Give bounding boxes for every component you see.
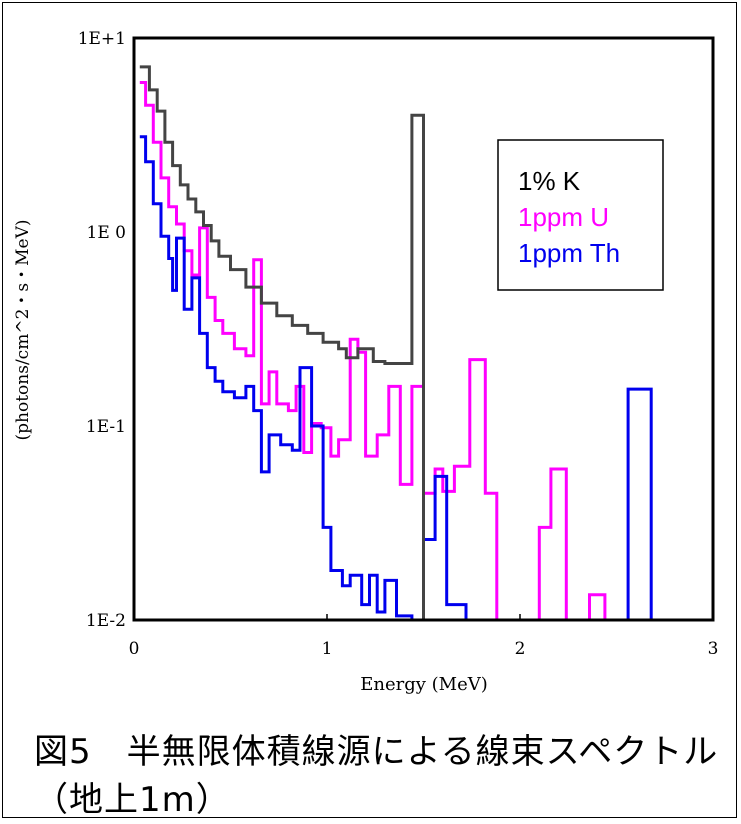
x-tick-label: 0: [129, 639, 140, 659]
x-tick-label: 1: [322, 639, 333, 659]
y-tick-label: 1E+1: [78, 29, 126, 49]
legend-item-u: 1ppm U: [518, 202, 609, 232]
series-line-th: [139, 135, 653, 622]
ticks-layer: 1E-2 1E-1 1E 0 1E+1 0 1 2 3: [78, 29, 719, 659]
legend-box: [497, 139, 664, 291]
x-tick-label: 2: [515, 639, 526, 659]
caption-line-2: （地上1m）: [34, 780, 231, 820]
legend: 1% K 1ppm U 1ppm Th: [497, 139, 664, 291]
x-axis-label: Energy (MeV): [360, 674, 488, 695]
series-line-k: [139, 65, 425, 620]
legend-item-th: 1ppm Th: [518, 238, 620, 268]
caption-line-1: 図5 半無限体積線源による線束スペクトル: [34, 732, 719, 772]
y-axis-label: (photons/cm^2・s・MeV): [13, 220, 33, 441]
legend-item-k: 1% K: [518, 166, 581, 196]
y-tick-label: 1E-1: [86, 417, 126, 437]
spectrum-chart: (photons/cm^2・s・MeV) Energy (MeV) 1E-21E…: [13, 29, 719, 695]
series-layer: [139, 65, 653, 622]
figure-caption: 図5 半無限体積線源による線束スペクトル （地上1m）: [34, 728, 718, 824]
y-tick-label: 1E 0: [87, 223, 126, 243]
plot-area: [132, 36, 715, 622]
y-tick-label: 1E-2: [86, 611, 126, 631]
x-tick-label: 3: [708, 639, 719, 659]
